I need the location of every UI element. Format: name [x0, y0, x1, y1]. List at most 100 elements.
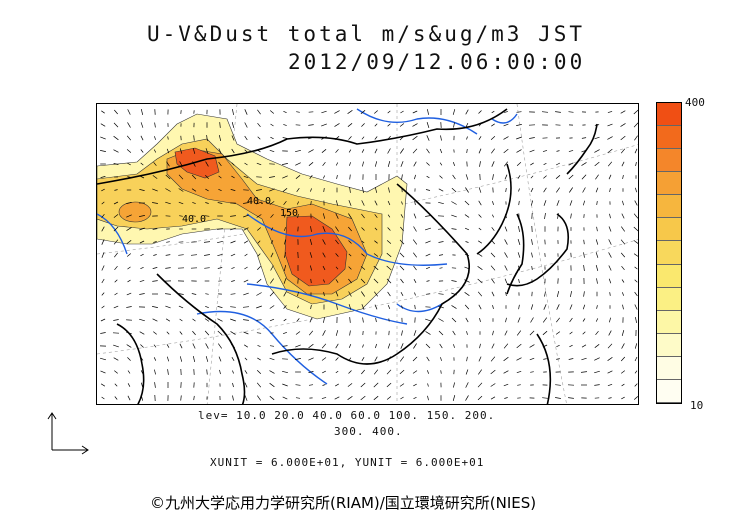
wind-vector	[426, 135, 430, 141]
wind-vector	[179, 356, 183, 362]
wind-vector	[400, 292, 404, 296]
wind-vector	[412, 370, 418, 374]
wind-vector	[336, 175, 338, 179]
wind-vector	[477, 291, 483, 297]
wind-vector	[101, 213, 105, 219]
wind-vector	[362, 344, 364, 348]
wind-vector	[309, 252, 313, 258]
wind-vector	[635, 187, 637, 193]
wind-vector	[243, 319, 249, 321]
wind-vector	[101, 226, 105, 232]
wind-vector	[438, 241, 444, 243]
wind-vector	[114, 383, 118, 387]
wind-vector	[425, 253, 431, 257]
wind-vector	[230, 253, 236, 257]
wind-vector	[165, 254, 171, 256]
wind-vector	[179, 331, 183, 335]
wind-vector	[504, 174, 508, 180]
colorbar	[656, 102, 682, 404]
wind-vector	[555, 111, 561, 113]
wind-vector	[503, 343, 509, 349]
wind-vector	[477, 253, 483, 257]
wind-vector	[399, 369, 405, 375]
wind-vector	[438, 188, 444, 192]
wind-vector	[451, 317, 457, 323]
wind-vector	[230, 240, 236, 244]
wind-vector	[179, 148, 183, 154]
wind-vector	[634, 279, 638, 283]
wind-vector	[633, 122, 638, 128]
wind-vector	[387, 356, 391, 362]
wind-vector	[269, 370, 275, 374]
wind-vector	[594, 161, 600, 167]
wind-vector	[100, 383, 106, 387]
wind-vector	[165, 267, 171, 269]
wind-vector	[167, 369, 169, 375]
wind-vector	[425, 343, 431, 349]
wind-vector	[425, 318, 431, 322]
dust-level-hot-north	[174, 147, 220, 179]
wind-vector	[440, 357, 442, 361]
wind-vector	[166, 241, 170, 243]
wind-vector	[362, 317, 364, 323]
wind-vector	[427, 109, 429, 115]
wind-vector	[126, 240, 132, 244]
wind-vector	[607, 148, 613, 154]
wind-vector	[634, 148, 638, 154]
wind-vector	[153, 241, 157, 243]
wind-vector	[349, 187, 351, 193]
wind-vector	[256, 189, 262, 191]
wind-vector	[387, 227, 391, 231]
wind-vector	[426, 162, 430, 166]
wind-vector	[451, 228, 457, 230]
wind-vector	[438, 201, 444, 205]
wind-vector	[192, 330, 196, 336]
wind-vector	[594, 357, 600, 361]
wind-vector	[541, 111, 549, 113]
wind-vector	[269, 382, 275, 388]
wind-vector-field	[99, 109, 638, 402]
wind-vector	[140, 357, 144, 361]
wind-vector	[425, 240, 431, 244]
wind-vector	[517, 238, 521, 246]
wind-vector	[569, 331, 573, 335]
wind-vector	[609, 317, 611, 323]
wind-vector	[374, 227, 378, 231]
wind-vector	[231, 267, 235, 269]
wind-vector	[140, 109, 144, 115]
wind-vector	[126, 214, 132, 218]
wind-vector	[101, 201, 105, 205]
wind-vector	[570, 213, 572, 219]
wind-vector	[153, 162, 157, 166]
wind-vector	[386, 252, 392, 258]
wind-vector	[400, 226, 404, 232]
wind-vector	[374, 136, 378, 140]
wind-vector	[113, 239, 119, 245]
wind-vector	[465, 382, 469, 388]
wind-vector	[270, 123, 274, 127]
wind-vector	[140, 395, 144, 401]
wind-vector	[451, 280, 457, 282]
wind-vector	[154, 136, 156, 140]
wind-vector	[178, 254, 184, 256]
wind-vector	[336, 304, 338, 310]
wind-vector	[270, 240, 274, 244]
wind-vector	[256, 214, 262, 218]
wind-vector	[322, 265, 326, 271]
wind-vector	[230, 215, 236, 217]
wind-vector	[583, 291, 585, 297]
wind-vector	[439, 175, 443, 179]
wind-vector	[609, 213, 611, 219]
wind-vector	[387, 200, 391, 206]
wind-vector	[386, 265, 392, 271]
wind-vector	[400, 110, 404, 114]
wind-vector	[401, 305, 403, 309]
wind-vector	[413, 161, 417, 167]
wind-vector	[257, 149, 261, 153]
wind-vector	[308, 357, 314, 361]
wind-vector	[361, 213, 365, 219]
wind-vector	[206, 369, 208, 375]
wind-vector	[413, 396, 417, 400]
wind-vector	[335, 162, 339, 166]
wind-vector	[516, 343, 522, 349]
